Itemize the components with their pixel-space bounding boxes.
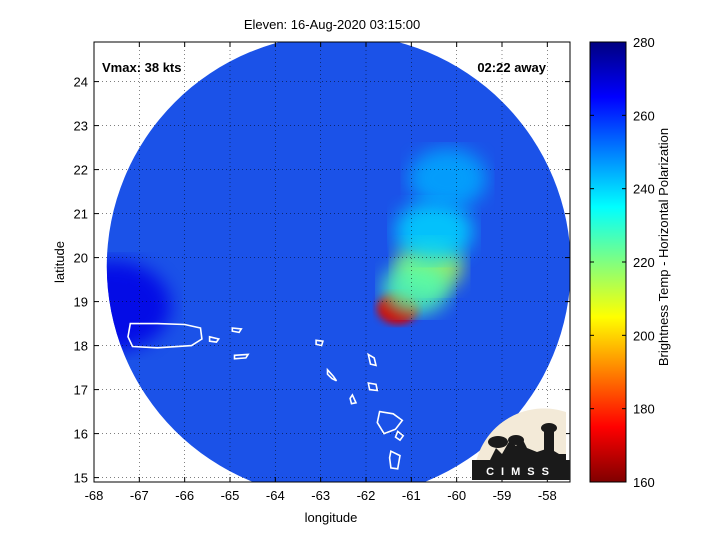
x-tick-label: -63	[311, 488, 330, 503]
swath-background	[106, 42, 570, 482]
x-tick-label: -60	[447, 488, 466, 503]
coastline-10	[394, 430, 405, 442]
colorbar-tick-label: 160	[633, 475, 655, 490]
colorbar-tick-label: 280	[633, 35, 655, 50]
y-tick-label: 20	[74, 251, 88, 266]
colorbar-tick-label: 220	[633, 255, 655, 270]
coastline-4	[315, 339, 324, 347]
colorbar-tick-label: 240	[633, 182, 655, 197]
vmax-annotation: Vmax: 38 kts	[102, 60, 182, 75]
colorbar	[589, 41, 627, 483]
y-tick-label: 18	[74, 339, 88, 354]
x-tick-label: -66	[175, 488, 194, 503]
coastline-11	[388, 450, 401, 470]
coastline-5	[326, 367, 338, 382]
coastline-2	[231, 327, 243, 334]
logo-text: CIMSS	[486, 466, 556, 478]
x-tick-label: -58	[538, 488, 557, 503]
y-axis-label: latitude	[52, 241, 67, 283]
colorbar-tick-label: 180	[633, 402, 655, 417]
y-tick-label: 21	[74, 207, 88, 222]
swath	[106, 42, 570, 482]
x-tick-label: -68	[85, 488, 104, 503]
coastline-0	[127, 322, 203, 349]
x-tick-label: -62	[357, 488, 376, 503]
y-tick-label: 22	[74, 163, 88, 178]
colorbar-ticks: 160 180 200 220 240 260 280	[590, 35, 655, 490]
x-axis-ticks: -68 -67 -66 -65 -64 -63 -62 -61 -60 -59 -58	[85, 42, 557, 503]
cimss-logo: CIMSS	[472, 408, 570, 480]
y-tick-label: 24	[74, 75, 88, 90]
convection-features	[106, 148, 487, 351]
colorbar-label: Brightness Temp - Horizontal Polarizatio…	[656, 128, 671, 366]
chart-title: Eleven: 16-Aug-2020 03:15:00	[244, 17, 420, 32]
x-tick-label: -65	[221, 488, 240, 503]
brightness-feature-5	[106, 261, 171, 351]
brightness-feature-4	[408, 148, 487, 209]
coastline-6	[349, 393, 358, 405]
y-tick-label: 15	[74, 471, 88, 486]
coastline-7	[367, 352, 378, 367]
coastlines	[127, 322, 405, 470]
colorbar-tick-label: 260	[633, 108, 655, 123]
x-tick-label: -67	[130, 488, 149, 503]
plot-frame	[93, 41, 571, 483]
y-tick-label: 19	[74, 295, 88, 310]
x-tick-label: -61	[402, 488, 421, 503]
brightness-feature-3	[395, 201, 473, 262]
colorbar-tick-label: 200	[633, 328, 655, 343]
coastline-8	[367, 382, 379, 392]
coastline-3	[233, 353, 250, 360]
time-away-annotation: 02:22 away	[477, 60, 546, 75]
brightness-feature-2	[382, 262, 450, 315]
y-tick-label: 23	[74, 119, 88, 134]
y-axis-ticks: 15 16 17 18 19 20 21 22 23 24	[74, 75, 570, 486]
x-tick-label: -59	[493, 488, 512, 503]
x-axis-label: longitude	[305, 510, 358, 525]
x-tick-label: -64	[266, 488, 285, 503]
coastline-9	[376, 410, 404, 435]
coastline-1	[208, 335, 221, 343]
y-tick-label: 16	[74, 427, 88, 442]
grid-lines	[94, 42, 570, 482]
y-tick-label: 17	[74, 383, 88, 398]
